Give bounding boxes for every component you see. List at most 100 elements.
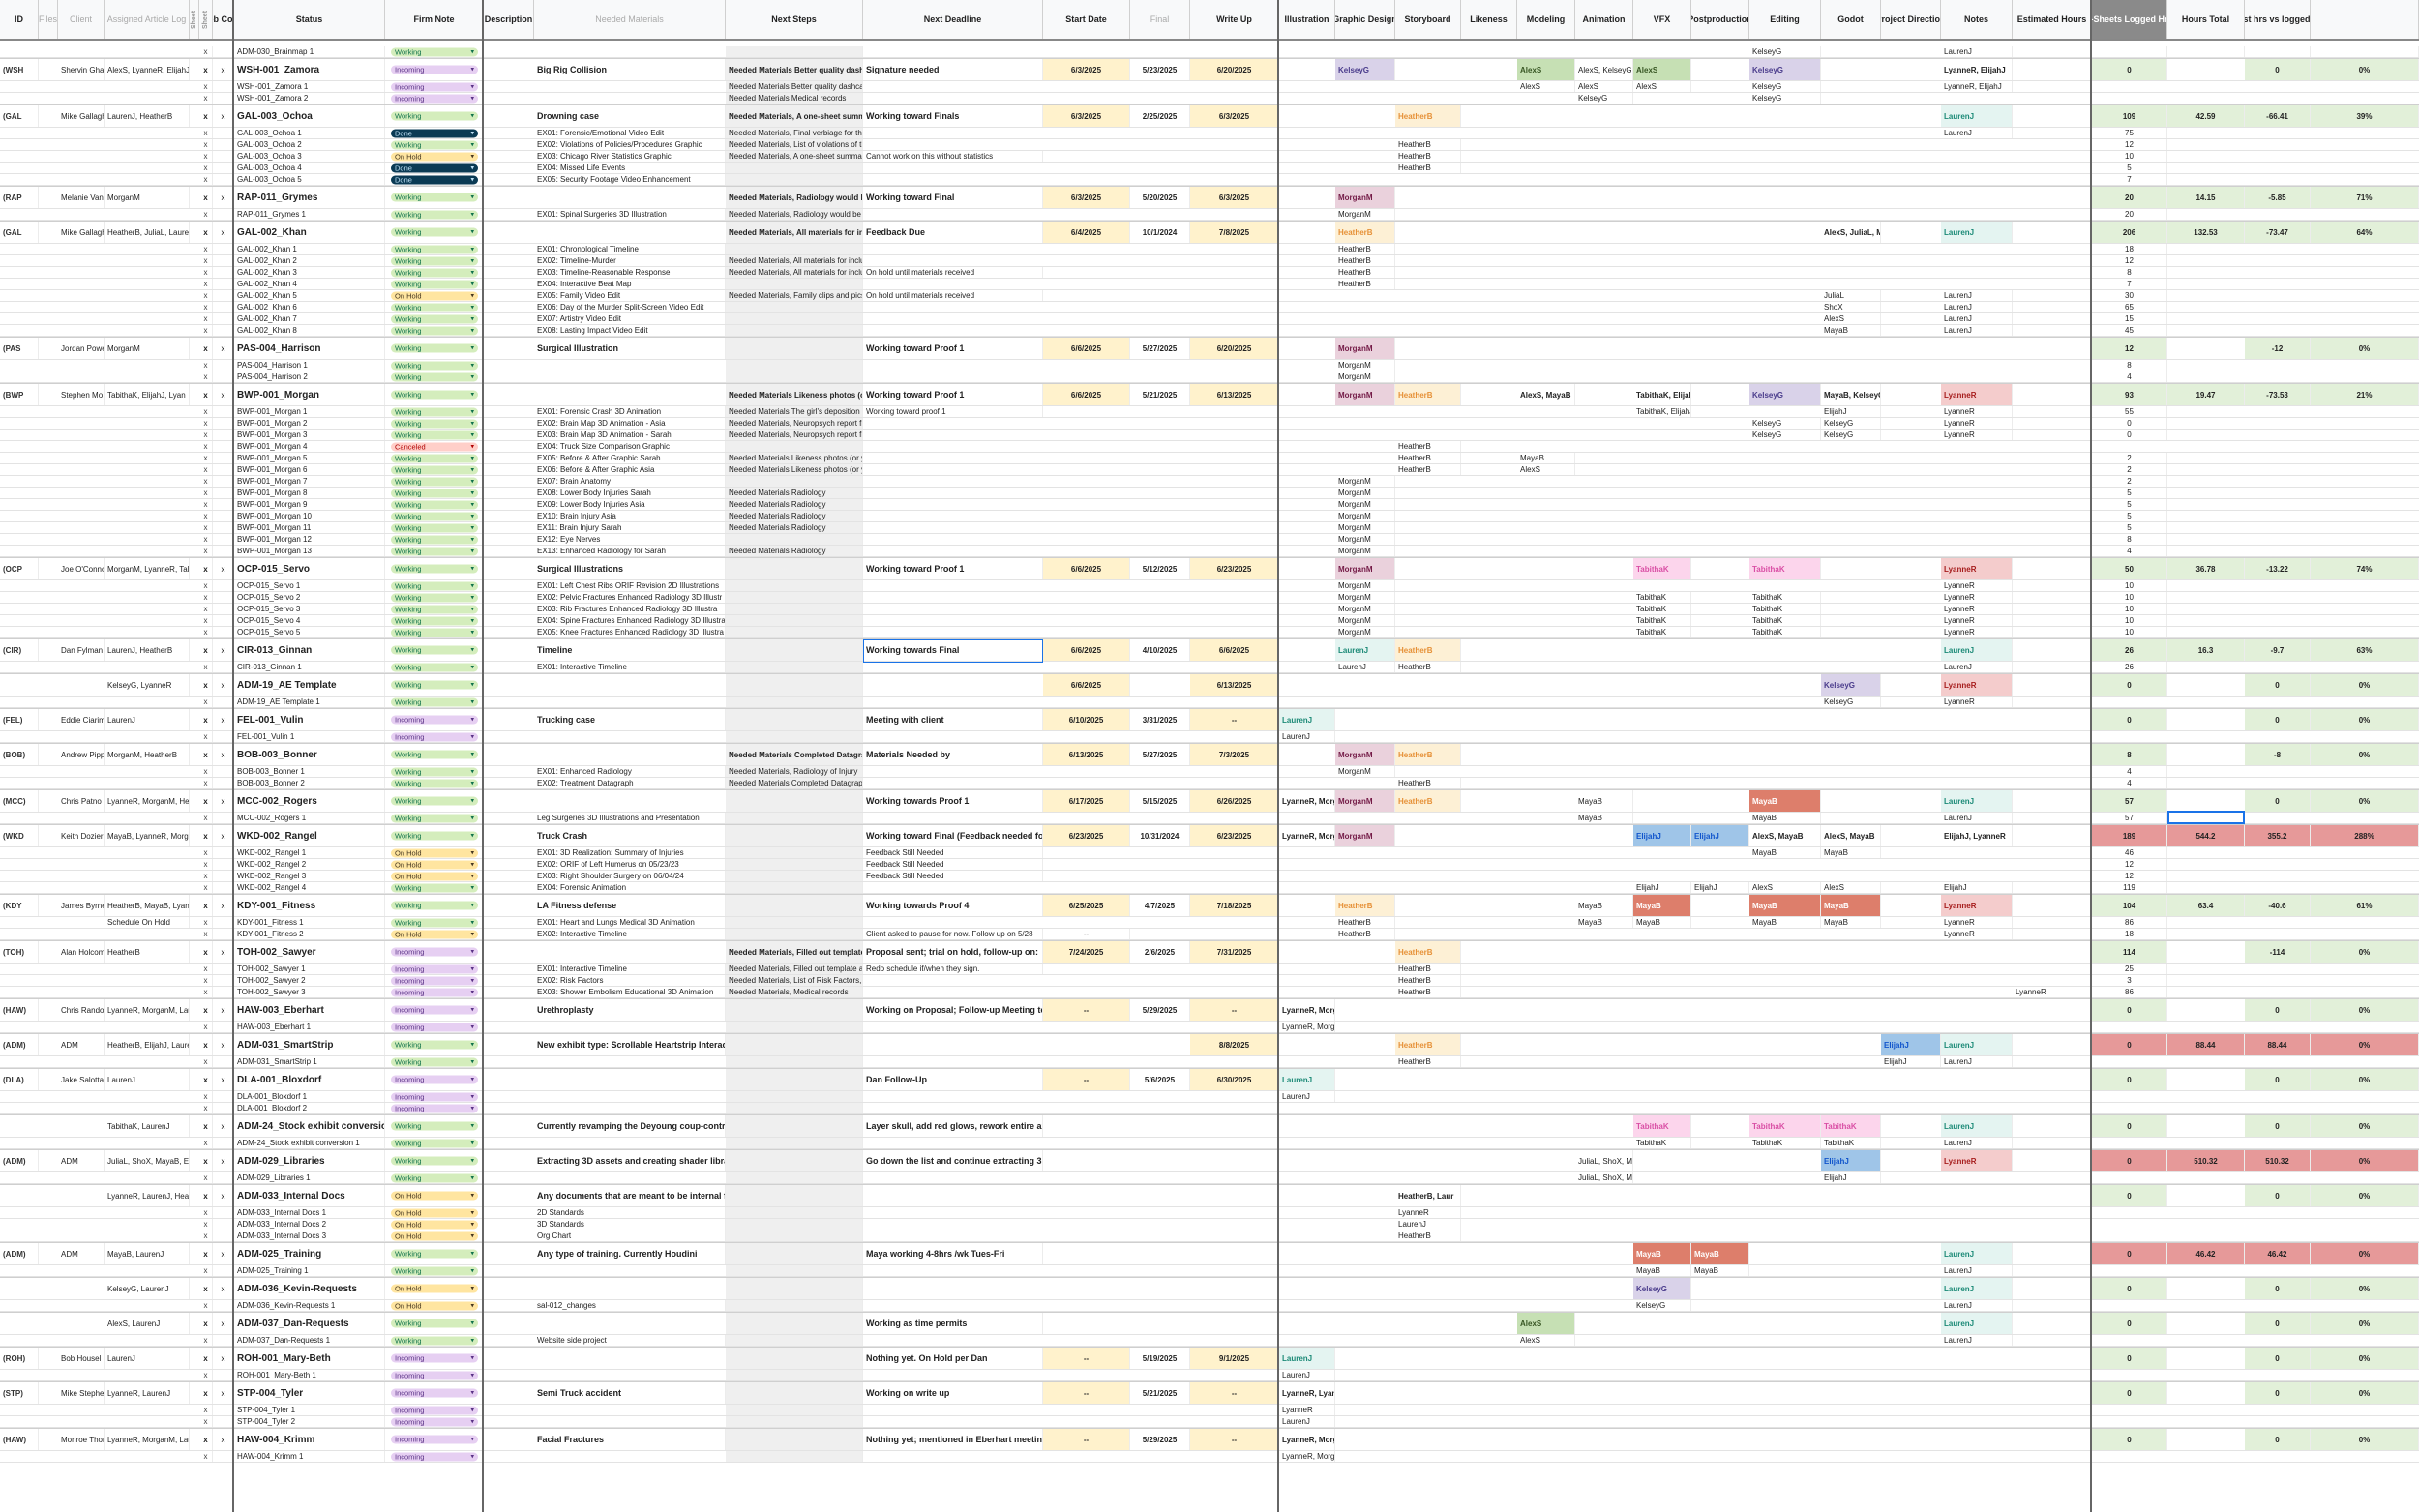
- est-cell[interactable]: 50: [2092, 558, 2167, 579]
- model-cell[interactable]: JuliaL, ShoX, M: [1575, 1172, 1633, 1183]
- est-cell[interactable]: 104: [2092, 895, 2167, 916]
- row-marker[interactable]: x: [199, 290, 213, 301]
- status-dropdown[interactable]: Incoming: [391, 82, 478, 91]
- art-cell[interactable]: MayaB, LaurenJ: [105, 1243, 190, 1264]
- job-cell[interactable]: FEL-001_Vulin: [234, 709, 385, 730]
- status-cell[interactable]: Working: [385, 1313, 484, 1334]
- desc-cell[interactable]: EX01: Chronological Timeline: [534, 244, 726, 254]
- nd-cell[interactable]: --: [1043, 1348, 1130, 1369]
- job-cell[interactable]: BWP-001_Morgan 3: [234, 430, 385, 440]
- status-cell[interactable]: Incoming: [385, 1451, 484, 1462]
- wu-cell[interactable]: LaurenJ: [1279, 1069, 1335, 1090]
- column-header-s2[interactable]: Sheet: [199, 0, 213, 39]
- status-cell[interactable]: Working: [385, 418, 484, 429]
- nd-cell[interactable]: 6/3/2025: [1043, 187, 1130, 208]
- row-marker[interactable]: x: [199, 546, 213, 556]
- desc-cell[interactable]: EX01: Forensic Crash 3D Animation: [534, 406, 726, 417]
- pct-cell[interactable]: 0%: [2311, 1382, 2419, 1404]
- post-cell[interactable]: KelseyG: [1749, 59, 1821, 80]
- column-header-files[interactable]: Files: [39, 0, 58, 39]
- sd-cell[interactable]: 5/27/2025: [1130, 744, 1190, 765]
- job-cell[interactable]: KDY-001_Fitness: [234, 895, 385, 916]
- wu-cell[interactable]: LyanneR, Morg: [1279, 1022, 1335, 1032]
- status-cell[interactable]: Working: [385, 1056, 484, 1067]
- status-dropdown[interactable]: Working: [391, 111, 478, 121]
- client-cell[interactable]: Joe O'Conno: [58, 558, 105, 579]
- table-row[interactable]: ADM-033_Internal Docs 2 3D Standards Laure…: [0, 1219, 2419, 1230]
- nd-cell[interactable]: 6/6/2025: [1043, 384, 1130, 405]
- job-cell[interactable]: BWP-001_Morgan 12: [234, 534, 385, 545]
- needed-materials-cell[interactable]: Needed Materials Likeness photos (or y: [726, 464, 863, 475]
- pct-cell[interactable]: 0%: [2311, 338, 2419, 359]
- status-cell[interactable]: Working: [385, 499, 484, 510]
- status-dropdown[interactable]: Incoming: [391, 732, 478, 741]
- status-cell[interactable]: Working: [385, 615, 484, 626]
- next-cell[interactable]: On hold until materials received: [863, 290, 1043, 301]
- desc-cell[interactable]: Truck Crash: [534, 825, 726, 846]
- column-header-nd[interactable]: Start Date: [1043, 0, 1130, 39]
- desc-cell[interactable]: 3D Standards: [534, 1219, 726, 1230]
- est-cell[interactable]: 10: [2092, 592, 2167, 603]
- status-cell[interactable]: Incoming: [385, 1405, 484, 1415]
- table-row[interactable]: GAL-002_Khan 7 EX07: Artistry Video Edit A…: [0, 313, 2419, 325]
- dir-cell[interactable]: LaurenJ: [1941, 128, 2013, 138]
- sd-cell[interactable]: 5/21/2025: [1130, 384, 1190, 405]
- row-marker[interactable]: x: [199, 662, 213, 672]
- table-row[interactable]: HAW-003_Eberhart 1 LyanneR, Morg Incoming x: [0, 1022, 2419, 1033]
- status-cell[interactable]: Working: [385, 697, 484, 707]
- needed-materials-cell[interactable]: Needed Materials, Radiology would be: [726, 187, 863, 208]
- dir-cell[interactable]: LyanneR, ElijahJ: [1941, 81, 2013, 92]
- post-cell[interactable]: KelseyG: [1749, 81, 1821, 92]
- est-cell[interactable]: 20: [2092, 209, 2167, 220]
- est-cell[interactable]: 8: [2092, 267, 2167, 278]
- status-dropdown[interactable]: Working: [391, 303, 478, 311]
- id-cell[interactable]: (WSH: [0, 59, 39, 80]
- row-marker[interactable]: x: [199, 917, 213, 928]
- nd-cell[interactable]: --: [1043, 1429, 1130, 1450]
- wu-cell[interactable]: LyanneR, Morg: [1279, 1429, 1335, 1450]
- pct-cell[interactable]: 0%: [2311, 1185, 2419, 1206]
- gd-cell[interactable]: HeatherB: [1395, 464, 1461, 475]
- id-cell[interactable]: (OCP: [0, 558, 39, 579]
- needed-materials-cell[interactable]: Needed Materials Likeness photos (o: [726, 384, 863, 405]
- vfx-cell[interactable]: MayaB: [1691, 1243, 1749, 1264]
- gd-cell[interactable]: HeatherB: [1395, 1056, 1461, 1067]
- row-marker[interactable]: x: [199, 778, 213, 788]
- status-dropdown[interactable]: Working: [391, 901, 478, 910]
- table-row[interactable]: BWP-001_Morgan 12 EX12: Eye Nerves MorganM…: [0, 534, 2419, 546]
- status-cell[interactable]: Working: [385, 222, 484, 243]
- column-header-next[interactable]: Next Deadline: [863, 0, 1043, 39]
- x1-cell[interactable]: x: [213, 639, 234, 661]
- est-cell[interactable]: 0: [2092, 59, 2167, 80]
- status-dropdown[interactable]: Working: [391, 419, 478, 428]
- tot-cell[interactable]: 0: [2245, 1313, 2311, 1334]
- est-cell[interactable]: 18: [2092, 929, 2167, 939]
- desc-cell[interactable]: EX05: Security Footage Video Enhancement: [534, 174, 726, 185]
- job-cell[interactable]: WSH-001_Zamora 1: [234, 81, 385, 92]
- est-cell[interactable]: 26: [2092, 639, 2167, 661]
- job-cell[interactable]: WSH-001_Zamora: [234, 59, 385, 80]
- status-dropdown[interactable]: Incoming: [391, 94, 478, 103]
- post-cell[interactable]: MayaB: [1749, 790, 1821, 812]
- project-row[interactable]: (OCP Joe O'Conno MorganM, LyanneR, Tab x OCP…: [0, 557, 2419, 580]
- status-dropdown[interactable]: On Hold: [391, 1220, 478, 1229]
- status-cell[interactable]: On Hold: [385, 1219, 484, 1230]
- est-cell[interactable]: 8: [2092, 360, 2167, 371]
- status-cell[interactable]: Incoming: [385, 999, 484, 1021]
- needed-materials-cell[interactable]: [726, 360, 863, 371]
- desc-cell[interactable]: EX02: Treatment Datagraph: [534, 778, 726, 788]
- job-cell[interactable]: WKD-002_Rangel 3: [234, 871, 385, 881]
- job-cell[interactable]: ADM-033_Internal Docs: [234, 1185, 385, 1206]
- pct-cell[interactable]: 71%: [2311, 187, 2419, 208]
- row-marker[interactable]: x: [199, 371, 213, 382]
- project-row[interactable]: TabithaK, LaurenJ x ADM-24_Stock exhibit c…: [0, 1114, 2419, 1138]
- status-cell[interactable]: Canceled: [385, 441, 484, 452]
- desc-cell[interactable]: EX01: Enhanced Radiology: [534, 766, 726, 777]
- edit-cell[interactable]: ShoX: [1821, 302, 1881, 312]
- row-marker[interactable]: x: [199, 975, 213, 986]
- row-marker[interactable]: x: [199, 209, 213, 220]
- column-header-est[interactable]: T-Sheets Logged Hrs: [2092, 0, 2167, 39]
- tsh-cell[interactable]: 510.32: [2167, 1150, 2245, 1171]
- status-cell[interactable]: Working: [385, 360, 484, 371]
- status-dropdown[interactable]: Working: [391, 535, 478, 544]
